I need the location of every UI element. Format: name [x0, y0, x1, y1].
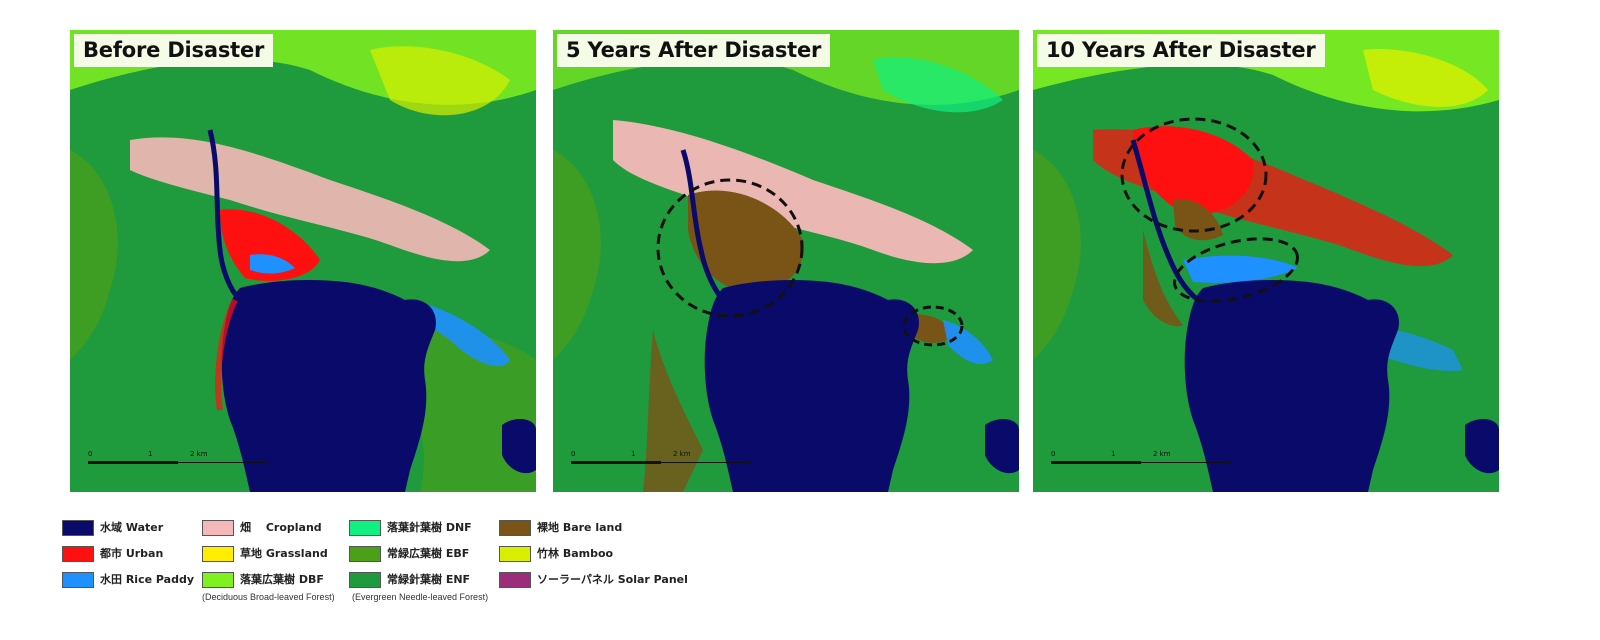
legend-swatch — [349, 520, 381, 536]
legend-swatch — [349, 546, 381, 562]
scale-tick: 1 — [148, 450, 153, 458]
scale-tick: 0 — [88, 450, 93, 458]
legend-label: 裸地 Bare land — [537, 521, 623, 534]
scale-bar: 0 1 2 km — [88, 450, 268, 474]
scale-tick: 2 km — [190, 450, 208, 458]
scale-tick: 1 — [631, 450, 636, 458]
panel-title: 10 Years After Disaster — [1037, 34, 1325, 67]
legend-label: 畑 Cropland — [240, 521, 322, 534]
legend-label: 落葉針葉樹 DNF — [387, 521, 472, 534]
land-cover-map — [1033, 30, 1499, 492]
map-legend: 水域 Water 都市 Urban 水田 Rice Paddy 畑 Cropla… — [62, 518, 762, 618]
legend-label: 落葉広葉樹 DBF — [240, 573, 324, 586]
legend-note-enf: (Evergreen Needle-leaved Forest) — [352, 592, 489, 602]
panel-title: 5 Years After Disaster — [557, 34, 831, 67]
scale-tick: 1 — [1111, 450, 1116, 458]
land-cover-map — [553, 30, 1019, 492]
legend-label: 水域 Water — [100, 521, 164, 534]
legend-label: 草地 Grassland — [240, 547, 328, 560]
map-panel-10-years: 10 Years After Disaster 0 1 2 km — [1033, 30, 1499, 492]
legend-swatch — [499, 546, 531, 562]
legend-swatch — [499, 520, 531, 536]
legend-swatch — [202, 546, 234, 562]
legend-swatch — [62, 572, 94, 588]
legend-label: 水田 Rice Paddy — [100, 573, 194, 586]
scale-tick: 0 — [1051, 450, 1056, 458]
scale-tick: 0 — [571, 450, 576, 458]
legend-swatch — [202, 520, 234, 536]
land-cover-map — [70, 30, 536, 492]
legend-label: 常緑広葉樹 EBF — [387, 547, 470, 560]
legend-label: ソーラーパネル Solar Panel — [537, 573, 688, 586]
legend-label: 常緑針葉樹 ENF — [387, 573, 471, 586]
legend-swatch — [62, 520, 94, 536]
legend-label: 都市 Urban — [100, 547, 164, 560]
scale-tick: 2 km — [673, 450, 691, 458]
scale-bar: 0 1 2 km — [1051, 450, 1231, 474]
scale-tick: 2 km — [1153, 450, 1171, 458]
legend-swatch — [499, 572, 531, 588]
legend-swatch — [202, 572, 234, 588]
legend-note-dbf: (Deciduous Broad-leaved Forest) — [202, 592, 335, 602]
legend-label: 竹林 Bamboo — [537, 547, 614, 560]
map-panel-5-years: 5 Years After Disaster 0 1 2 km — [553, 30, 1019, 492]
legend-swatch — [62, 546, 94, 562]
legend-swatch — [349, 572, 381, 588]
panel-title: Before Disaster — [74, 34, 274, 67]
scale-bar: 0 1 2 km — [571, 450, 751, 474]
map-panel-before: Before Disaster 0 1 2 km — [70, 30, 536, 492]
